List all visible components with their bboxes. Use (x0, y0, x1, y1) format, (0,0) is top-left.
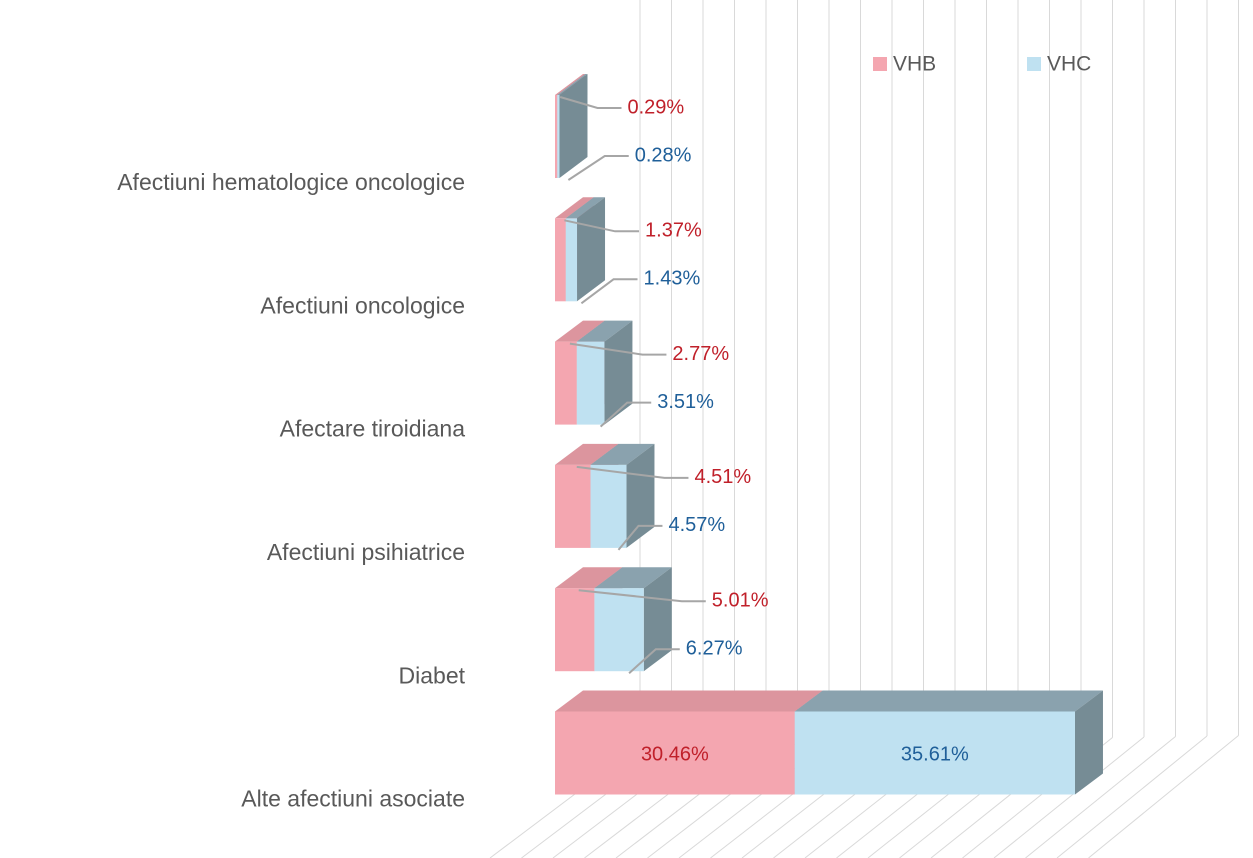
bar-top (555, 443, 619, 465)
bar-top (555, 74, 586, 95)
leader-line (617, 524, 663, 551)
leader-line (569, 342, 667, 356)
bar-top (555, 567, 623, 589)
bar (555, 711, 795, 795)
bar-side (626, 443, 655, 548)
bar-top (555, 690, 823, 712)
legend-swatch (873, 57, 887, 71)
category-label: Afectiuni hematologice oncologice (117, 169, 465, 195)
category-label: Afectare tiroidiana (280, 416, 466, 442)
data-label: 4.51% (694, 466, 751, 488)
legend-swatch (1027, 57, 1041, 71)
legend-label: VHC (1047, 53, 1091, 76)
leader-line (628, 648, 680, 674)
data-label: 1.43% (644, 268, 701, 290)
bar (555, 218, 566, 302)
bar (590, 464, 627, 548)
leader-line (576, 465, 689, 479)
leader-line (564, 219, 640, 233)
bar-top (594, 567, 672, 589)
data-label: 0.28% (635, 144, 692, 166)
category-label: Afectiuni oncologice (260, 292, 465, 318)
bar-side (1074, 690, 1103, 795)
data-label: 4.57% (668, 514, 725, 536)
floor-line (1088, 735, 1239, 858)
bar (557, 95, 560, 178)
bar-top (555, 320, 605, 342)
data-label: 0.29% (627, 96, 684, 118)
data-label: 6.27% (686, 637, 743, 659)
bar-top (794, 690, 1103, 712)
bar (794, 711, 1075, 795)
category-label: Afectiuni psihiatrice (267, 539, 465, 565)
floor-line (1056, 735, 1208, 858)
bar (594, 588, 644, 672)
floor-line (1025, 736, 1176, 858)
bar (555, 464, 591, 548)
bar-side (577, 197, 606, 302)
data-label: 35.61% (901, 743, 969, 765)
bar-side (559, 74, 588, 178)
leader-line (578, 589, 706, 603)
floor-line (993, 736, 1145, 858)
bar (565, 218, 578, 302)
bar-top (576, 320, 633, 342)
bar (555, 341, 577, 425)
bar (576, 341, 605, 425)
data-label: 5.01% (712, 589, 769, 611)
leader-line (567, 155, 629, 181)
category-label: Diabet (399, 662, 466, 688)
bar-top (555, 197, 594, 219)
leader-line (599, 401, 652, 428)
bar (555, 588, 595, 672)
data-label: 3.51% (657, 391, 714, 413)
data-label: 1.37% (645, 220, 702, 242)
bar-top (565, 197, 606, 219)
legend-label: VHB (893, 53, 936, 76)
data-label: 30.46% (641, 743, 709, 765)
category-label: Alte afectiuni asociate (241, 786, 465, 812)
leader-line (580, 278, 638, 305)
bar-top (590, 443, 655, 465)
data-label: 2.77% (672, 343, 729, 365)
bar-side (643, 567, 672, 672)
leader-line (559, 96, 622, 109)
bar-top (557, 74, 588, 95)
bar-side (604, 320, 633, 425)
bar (555, 95, 558, 178)
